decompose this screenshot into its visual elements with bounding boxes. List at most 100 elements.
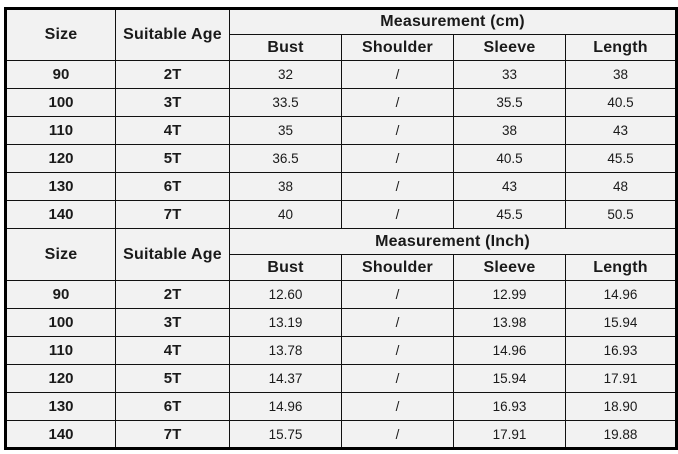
shoulder-cell: / bbox=[341, 420, 454, 449]
cm-section: Size Suitable Age Measurement (cm) Bust … bbox=[5, 8, 678, 229]
table-row: 140 7T 15.75 / 17.91 19.88 bbox=[5, 420, 678, 449]
shoulder-cell: / bbox=[341, 364, 454, 393]
shoulder-column-header: Shoulder bbox=[341, 34, 454, 61]
length-column-header: Length bbox=[564, 254, 678, 281]
length-cell: 45.5 bbox=[564, 144, 678, 173]
bust-cell: 12.60 bbox=[229, 280, 342, 309]
length-cell: 14.96 bbox=[564, 280, 678, 309]
table-row: 100 3T 13.19 / 13.98 15.94 bbox=[5, 308, 678, 337]
length-cell: 18.90 bbox=[564, 392, 678, 421]
length-cell: 15.94 bbox=[564, 308, 678, 337]
size-cell: 110 bbox=[5, 116, 116, 145]
age-cell: 4T bbox=[115, 116, 230, 145]
sleeve-cell: 40.5 bbox=[453, 144, 566, 173]
size-cell: 130 bbox=[5, 172, 116, 201]
size-cell: 100 bbox=[5, 308, 116, 337]
shoulder-cell: / bbox=[341, 60, 454, 89]
shoulder-cell: / bbox=[341, 172, 454, 201]
size-column-header: Size bbox=[5, 8, 116, 61]
length-cell: 16.93 bbox=[564, 336, 678, 365]
bust-cell: 14.37 bbox=[229, 364, 342, 393]
table-row: 120 5T 14.37 / 15.94 17.91 bbox=[5, 364, 678, 393]
bust-cell: 13.19 bbox=[229, 308, 342, 337]
shoulder-cell: / bbox=[341, 392, 454, 421]
bust-cell: 14.96 bbox=[229, 392, 342, 421]
table-row: 110 4T 13.78 / 14.96 16.93 bbox=[5, 336, 678, 365]
size-cell: 90 bbox=[5, 60, 116, 89]
size-chart-table: Size Suitable Age Measurement (cm) Bust … bbox=[4, 7, 678, 450]
shoulder-cell: / bbox=[341, 308, 454, 337]
age-column-header: Suitable Age bbox=[115, 8, 230, 61]
bust-cell: 13.78 bbox=[229, 336, 342, 365]
bust-cell: 38 bbox=[229, 172, 342, 201]
sleeve-cell: 16.93 bbox=[453, 392, 566, 421]
age-cell: 5T bbox=[115, 144, 230, 173]
size-cell: 100 bbox=[5, 88, 116, 117]
sleeve-cell: 45.5 bbox=[453, 200, 566, 229]
table-row: 90 2T 12.60 / 12.99 14.96 bbox=[5, 280, 678, 309]
age-cell: 6T bbox=[115, 392, 230, 421]
table-row: 140 7T 40 / 45.5 50.5 bbox=[5, 200, 678, 229]
age-cell: 4T bbox=[115, 336, 230, 365]
age-cell: 3T bbox=[115, 308, 230, 337]
age-cell: 7T bbox=[115, 420, 230, 449]
age-cell: 6T bbox=[115, 172, 230, 201]
sleeve-cell: 38 bbox=[453, 116, 566, 145]
table-row: 110 4T 35 / 38 43 bbox=[5, 116, 678, 145]
age-cell: 2T bbox=[115, 280, 230, 309]
sleeve-cell: 43 bbox=[453, 172, 566, 201]
length-cell: 17.91 bbox=[564, 364, 678, 393]
age-cell: 7T bbox=[115, 200, 230, 229]
size-cell: 120 bbox=[5, 364, 116, 393]
sleeve-column-header: Sleeve bbox=[453, 254, 566, 281]
sleeve-cell: 33 bbox=[453, 60, 566, 89]
shoulder-cell: / bbox=[341, 200, 454, 229]
length-column-header: Length bbox=[564, 34, 678, 61]
table-row: 130 6T 38 / 43 48 bbox=[5, 172, 678, 201]
sleeve-cell: 13.98 bbox=[453, 308, 566, 337]
age-cell: 2T bbox=[115, 60, 230, 89]
shoulder-cell: / bbox=[341, 144, 454, 173]
size-column-header: Size bbox=[5, 228, 116, 281]
size-cell: 120 bbox=[5, 144, 116, 173]
table-row: 130 6T 14.96 / 16.93 18.90 bbox=[5, 392, 678, 421]
sleeve-column-header: Sleeve bbox=[453, 34, 566, 61]
age-cell: 3T bbox=[115, 88, 230, 117]
table-row: 100 3T 33.5 / 35.5 40.5 bbox=[5, 88, 678, 117]
table-row: 90 2T 32 / 33 38 bbox=[5, 60, 678, 89]
size-cell: 110 bbox=[5, 336, 116, 365]
bust-cell: 36.5 bbox=[229, 144, 342, 173]
length-cell: 48 bbox=[564, 172, 678, 201]
sleeve-cell: 35.5 bbox=[453, 88, 566, 117]
length-cell: 43 bbox=[564, 116, 678, 145]
bust-column-header: Bust bbox=[229, 34, 342, 61]
shoulder-cell: / bbox=[341, 336, 454, 365]
length-cell: 40.5 bbox=[564, 88, 678, 117]
length-cell: 19.88 bbox=[564, 420, 678, 449]
age-cell: 5T bbox=[115, 364, 230, 393]
measurement-inch-header: Measurement (Inch) bbox=[228, 228, 678, 255]
size-cell: 140 bbox=[5, 200, 116, 229]
bust-cell: 35 bbox=[229, 116, 342, 145]
length-cell: 38 bbox=[564, 60, 678, 89]
length-cell: 50.5 bbox=[564, 200, 678, 229]
bust-cell: 33.5 bbox=[229, 88, 342, 117]
bust-cell: 32 bbox=[229, 60, 342, 89]
shoulder-cell: / bbox=[341, 88, 454, 117]
inch-section: Size Suitable Age Measurement (Inch) Bus… bbox=[5, 228, 678, 449]
size-cell: 140 bbox=[5, 420, 116, 449]
age-column-header: Suitable Age bbox=[115, 228, 230, 281]
bust-cell: 40 bbox=[229, 200, 342, 229]
sleeve-cell: 15.94 bbox=[453, 364, 566, 393]
bust-cell: 15.75 bbox=[229, 420, 342, 449]
sleeve-cell: 12.99 bbox=[453, 280, 566, 309]
measurement-cm-header: Measurement (cm) bbox=[228, 8, 678, 35]
sleeve-cell: 14.96 bbox=[453, 336, 566, 365]
shoulder-column-header: Shoulder bbox=[341, 254, 454, 281]
shoulder-cell: / bbox=[341, 116, 454, 145]
size-chart: Size Suitable Age Measurement (cm) Bust … bbox=[4, 7, 678, 450]
bust-column-header: Bust bbox=[229, 254, 342, 281]
table-row: 120 5T 36.5 / 40.5 45.5 bbox=[5, 144, 678, 173]
size-cell: 130 bbox=[5, 392, 116, 421]
size-cell: 90 bbox=[5, 280, 116, 309]
